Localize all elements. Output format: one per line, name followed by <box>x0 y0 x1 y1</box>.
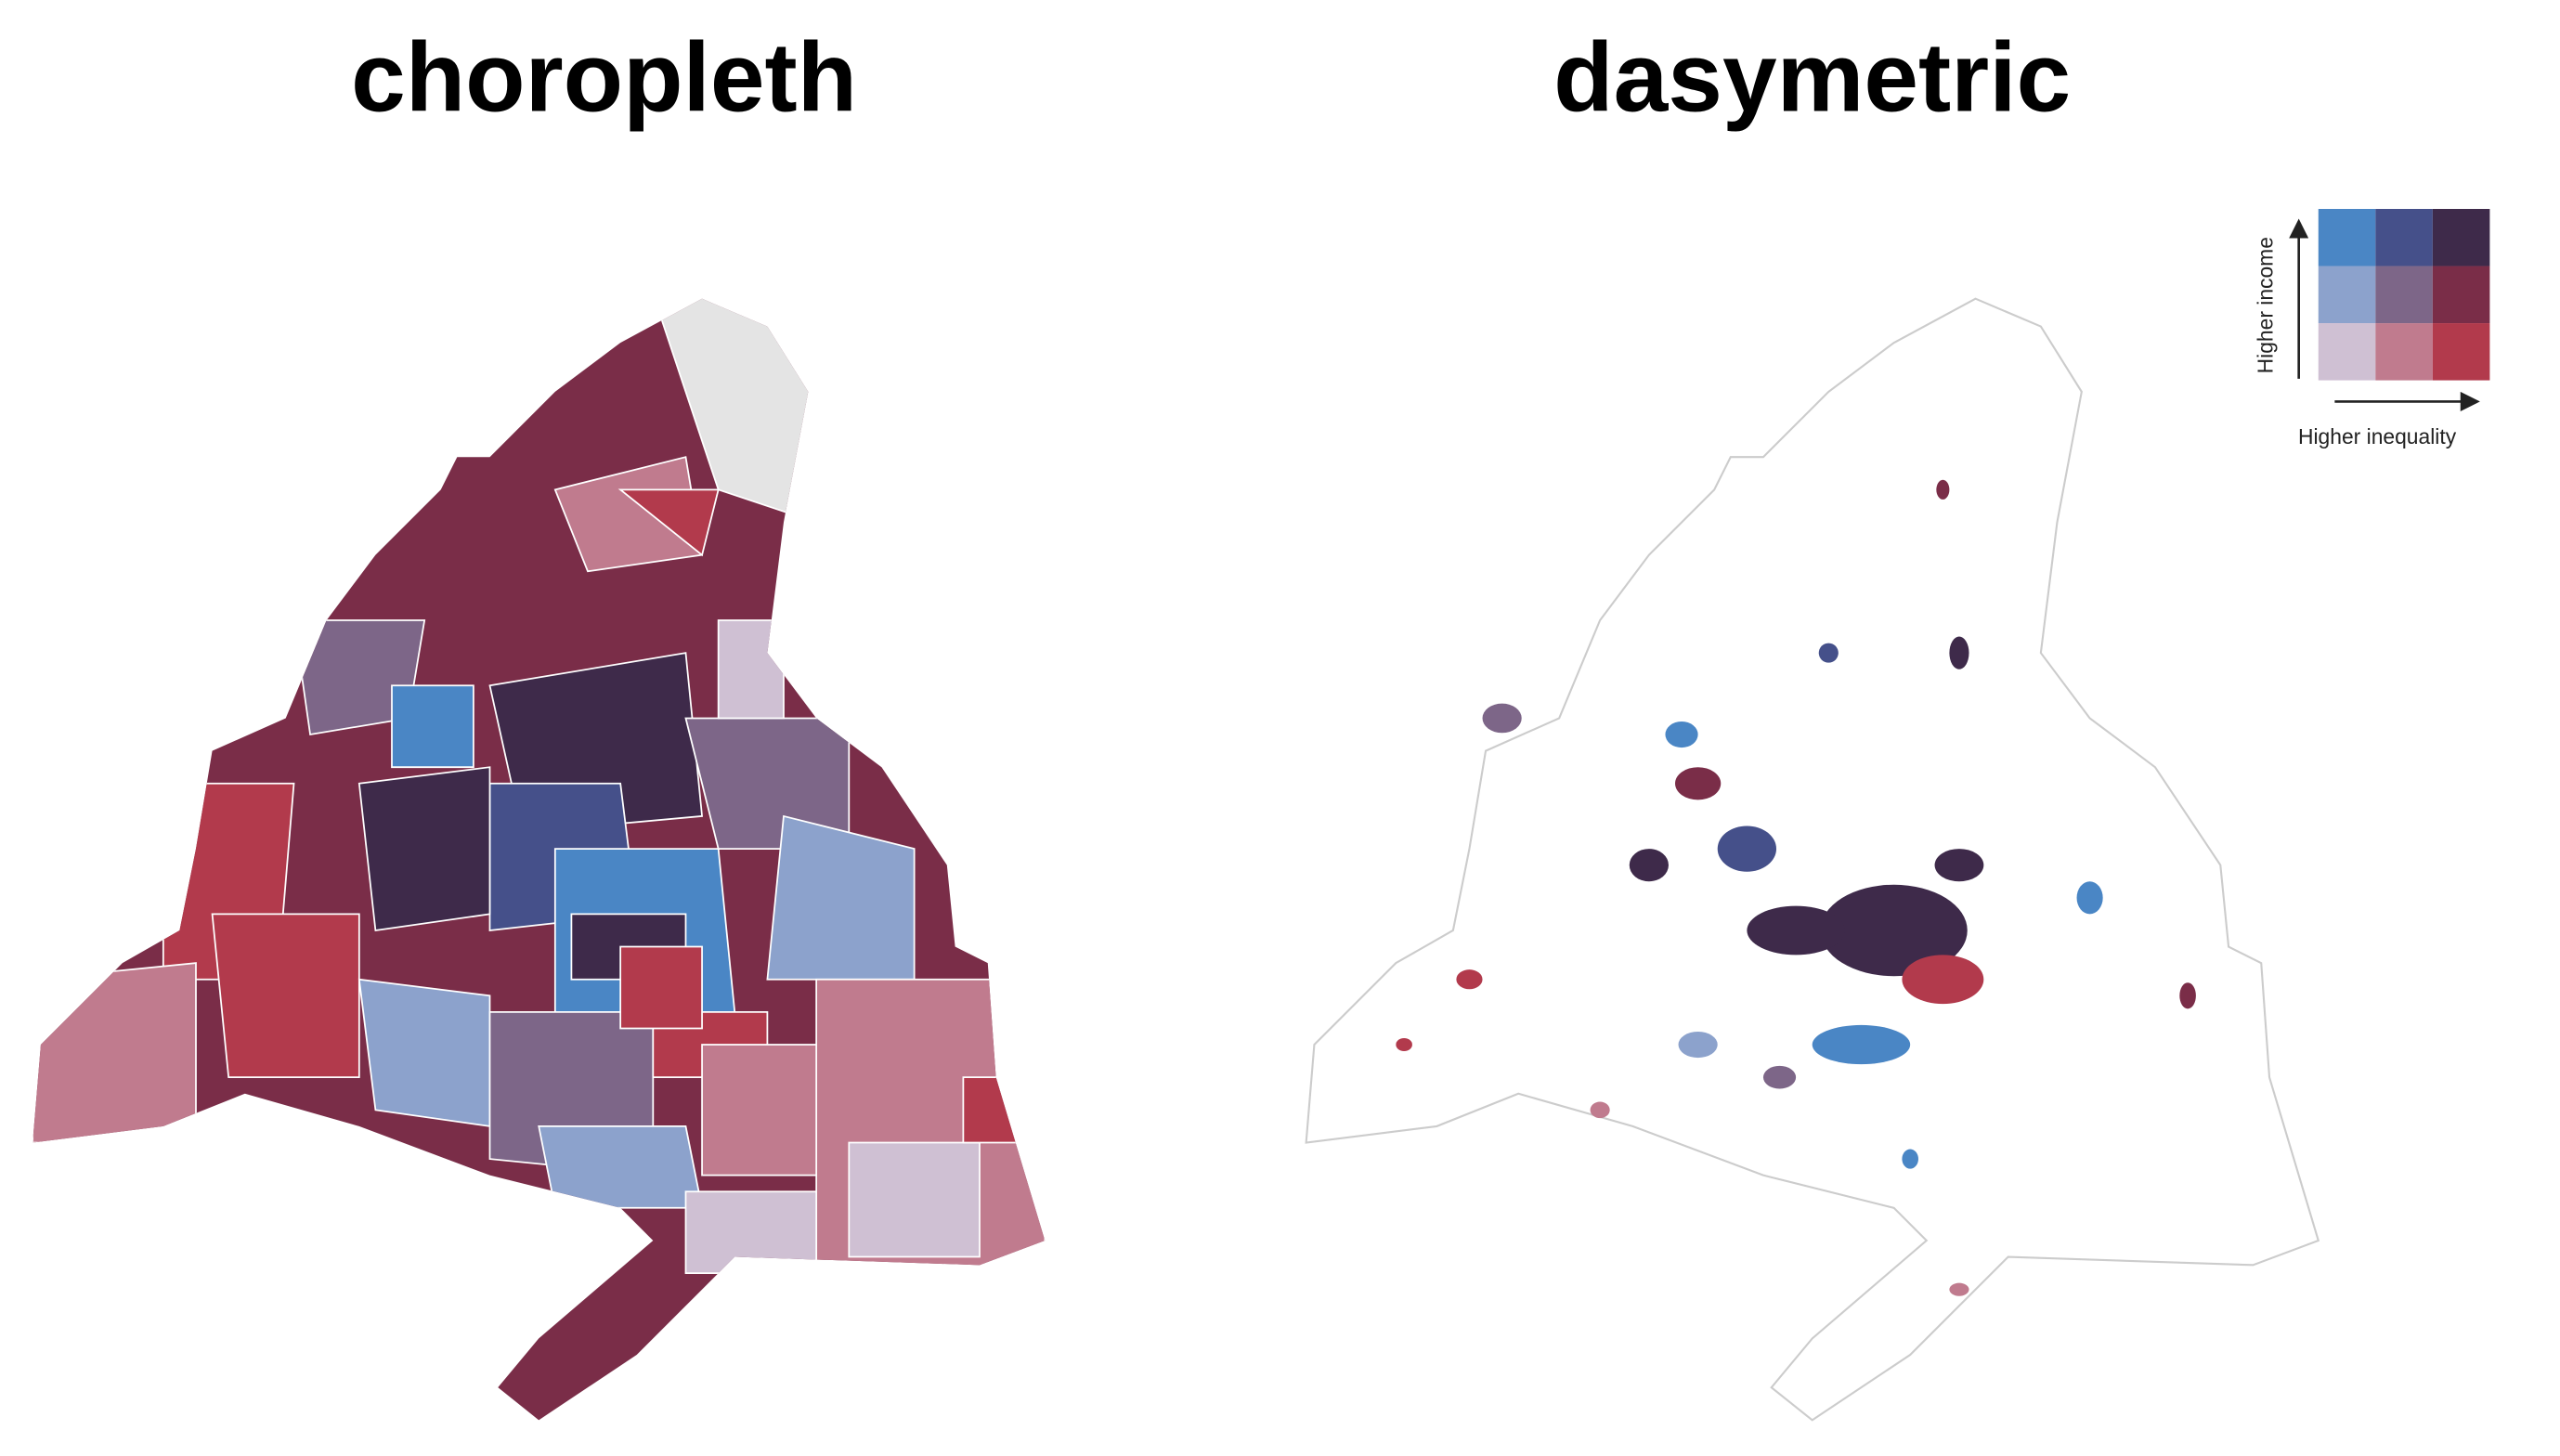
legend-cell <box>2432 209 2490 266</box>
legend-cell <box>2318 266 2376 324</box>
map-title: dasymetric <box>1553 24 2071 133</box>
map-title: choropleth <box>351 24 857 133</box>
legend-cell <box>2318 209 2376 266</box>
choropleth-map <box>32 298 1046 1421</box>
legend: Higher income Higher inequality <box>2254 209 2490 448</box>
legend-cell <box>2432 323 2490 381</box>
legend-cell <box>2375 209 2433 266</box>
legend-cell <box>2318 323 2376 381</box>
legend-y-label: Higher income <box>2254 237 2278 373</box>
legend-cell <box>2432 266 2490 324</box>
legend-cell <box>2375 323 2433 381</box>
legend-cell <box>2375 266 2433 324</box>
settlements <box>1396 479 2196 1296</box>
dasymetric-map <box>1305 297 2320 1422</box>
legend-x-label: Higher inequality <box>2298 424 2457 448</box>
